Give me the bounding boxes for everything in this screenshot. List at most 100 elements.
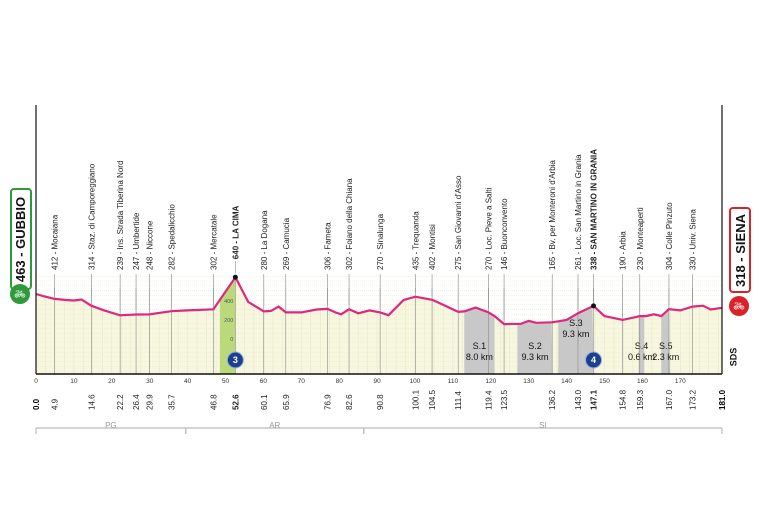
waypoint-label: 275 - San Giovanni d'Asso bbox=[454, 175, 463, 270]
waypoint-label: 247 - Umbertide bbox=[132, 212, 141, 270]
waypoint-km: 104.5 bbox=[428, 389, 437, 410]
finish-cyclist-icon: 🚲︎ bbox=[729, 296, 749, 316]
waypoint-label: 412 - Mocaiana bbox=[51, 214, 60, 270]
x-tick-label: 60 bbox=[260, 378, 268, 385]
x-tick-label: 80 bbox=[336, 378, 344, 385]
x-tick-label: 30 bbox=[146, 378, 154, 385]
profile-fill bbox=[36, 277, 722, 374]
x-tick-label: 140 bbox=[561, 378, 572, 385]
x-tick-label: 120 bbox=[485, 378, 496, 385]
summit-dot bbox=[232, 274, 238, 280]
waypoint-label: 280 - La Dogana bbox=[260, 210, 269, 270]
y-tick-label: 0 bbox=[230, 337, 233, 343]
waypoint-km: 82.6 bbox=[345, 394, 354, 410]
finish-badge: 318 - SIENA bbox=[729, 207, 751, 293]
sector-length: 9.3 km bbox=[562, 329, 589, 339]
region-label: PG bbox=[105, 421, 117, 430]
gravel-sector-area bbox=[661, 309, 671, 374]
waypoint-km: 76.9 bbox=[323, 394, 332, 410]
x-tick-label: 150 bbox=[599, 378, 610, 385]
waypoint-label: 338 - SAN MARTINO IN GRANIA bbox=[590, 149, 599, 270]
waypoint-label: 402 - Montisi bbox=[428, 224, 437, 270]
kom-category: 4 bbox=[591, 355, 596, 365]
waypoint-km: 154.8 bbox=[619, 389, 628, 410]
x-tick-label: 100 bbox=[410, 378, 421, 385]
start-cyclist-icon: 🚲︎ bbox=[10, 284, 30, 304]
sector-name: S.4 bbox=[635, 341, 649, 351]
waypoint-label: 282 - Spedalicchio bbox=[167, 204, 176, 270]
waypoint-km: 123.5 bbox=[500, 389, 509, 410]
x-tick-label: 130 bbox=[523, 378, 534, 385]
waypoint-label: 146 - Buonconvento bbox=[500, 198, 509, 270]
y-tick-label: 200 bbox=[224, 318, 233, 324]
waypoint-km: 14.6 bbox=[87, 394, 96, 410]
waypoint-km: 29.9 bbox=[145, 394, 154, 410]
sector-length: 9.3 km bbox=[521, 352, 548, 362]
summit-dot bbox=[591, 303, 597, 309]
gravel-sector-area bbox=[558, 306, 594, 374]
finish-label: 318 - SIENA bbox=[732, 213, 748, 287]
x-tick-label: 0 bbox=[34, 378, 38, 385]
x-tick-label: 90 bbox=[373, 378, 381, 385]
waypoint-km: 65.9 bbox=[282, 394, 291, 410]
kom-category: 3 bbox=[233, 355, 238, 365]
sds-label: SDS bbox=[728, 347, 739, 367]
kom-category-icon bbox=[585, 351, 603, 369]
km-finish: 181.0 bbox=[718, 389, 727, 410]
gravel-sector-area bbox=[464, 307, 495, 374]
profile-line bbox=[35, 275, 723, 326]
region-label: AR bbox=[269, 421, 280, 430]
region-bracket bbox=[363, 427, 723, 434]
x-tick-label: 10 bbox=[70, 378, 78, 385]
waypoint-label: 190 - Arbia bbox=[619, 231, 628, 270]
kom-category-icon bbox=[226, 351, 244, 369]
waypoint-km: 100.1 bbox=[411, 389, 420, 410]
waypoint-label: 270 - Sinalunga bbox=[376, 213, 385, 270]
y-tick-label: 400 bbox=[224, 299, 233, 305]
region-label: SI bbox=[539, 421, 547, 430]
sector-name: S.3 bbox=[569, 318, 583, 328]
waypoint-label: 302 - Foiano della Chiana bbox=[345, 178, 354, 270]
waypoint-label: 261 - Loc. San Martino in Grania bbox=[574, 154, 583, 270]
waypoint-km: 111.4 bbox=[454, 391, 463, 410]
waypoint-km: 159.3 bbox=[636, 389, 645, 410]
waypoint-km: 60.1 bbox=[260, 394, 269, 410]
waypoint-km: 35.7 bbox=[167, 394, 176, 410]
waypoint-label: 239 - Ins. Strada Tiberina Nord bbox=[116, 161, 125, 270]
waypoint-label: 270 - Loc. Pieve a Salti bbox=[485, 188, 494, 270]
x-tick-label: 50 bbox=[222, 378, 230, 385]
waypoint-km: 119.4 bbox=[485, 390, 494, 410]
waypoint-km: 90.8 bbox=[376, 394, 385, 410]
waypoint-km: 167.0 bbox=[665, 389, 674, 410]
x-tick-label: 110 bbox=[448, 378, 459, 385]
x-tick-label: 20 bbox=[108, 378, 116, 385]
sector-length: 8.0 km bbox=[466, 352, 493, 362]
waypoint-label: 248 - Niccone bbox=[145, 220, 154, 270]
gravel-sector-area bbox=[517, 320, 553, 374]
waypoint-label: 330 - Univ. Siena bbox=[688, 209, 697, 270]
waypoint-km: 143.0 bbox=[574, 389, 583, 410]
x-tick-label: 40 bbox=[184, 378, 192, 385]
waypoint-km: 173.2 bbox=[688, 389, 697, 410]
waypoint-km: 136.2 bbox=[548, 389, 557, 410]
waypoint-label: 640 - LA CIMA bbox=[231, 205, 240, 259]
waypoint-km: 26.4 bbox=[132, 394, 141, 410]
waypoint-label: 435 - Trequanda bbox=[411, 211, 420, 270]
sector-name: S.1 bbox=[473, 341, 487, 351]
waypoint-label: 269 - Camucia bbox=[282, 217, 291, 270]
start-badge: 463 - GUBBIO bbox=[10, 188, 32, 290]
x-tick-label: 70 bbox=[298, 378, 306, 385]
waypoint-km: 22.2 bbox=[116, 394, 125, 410]
waypoint-km: 4.9 bbox=[51, 398, 60, 410]
climb-shading bbox=[219, 277, 236, 374]
waypoint-label: 302 - Mercatale bbox=[209, 214, 218, 270]
start-label: 463 - GUBBIO bbox=[13, 196, 29, 282]
waypoint-label: 306 - Fameta bbox=[323, 222, 332, 270]
x-tick-label: 160 bbox=[637, 378, 648, 385]
sector-name: S.5 bbox=[659, 341, 673, 351]
waypoint-km: 52.6 bbox=[231, 394, 240, 410]
waypoint-label: 230 - Monteaperti bbox=[636, 207, 645, 270]
sector-length: 2.3 km bbox=[652, 352, 679, 362]
km-start: 0.0 bbox=[32, 398, 41, 410]
